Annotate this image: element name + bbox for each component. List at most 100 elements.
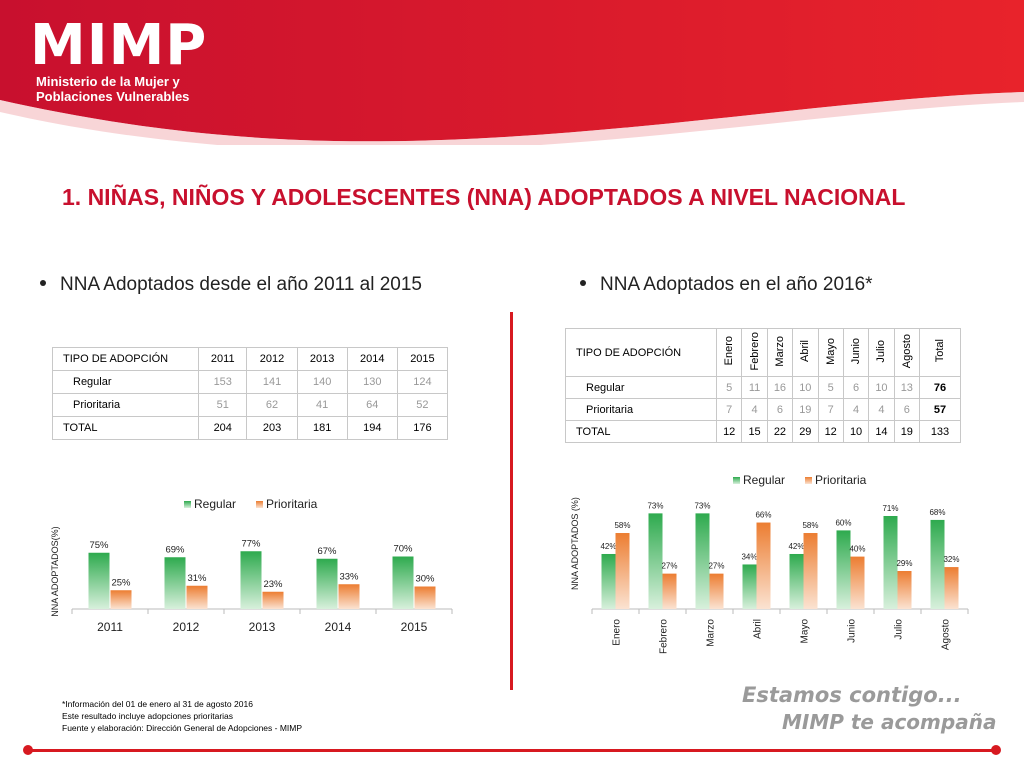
legend-label-regular: Regular [743,473,785,487]
table-cell: 12 [817,420,844,443]
table-row: Prioritaria 7 4 6 19 7 4 4 6 57 [565,398,961,421]
x-tick-label: Enero [612,619,623,646]
data-label: 40% [849,545,865,554]
data-label: 31% [187,573,207,584]
x-tick-label: 2014 [325,620,352,634]
data-label: 66% [755,511,771,520]
x-tick-label: 2012 [173,620,200,634]
bar-regular [883,515,898,609]
table-cell: 153 [197,370,248,394]
legend-swatch-prioritaria [256,501,263,508]
bar-prioritaria [662,573,677,609]
bar-regular [392,556,414,609]
table-header-cell: Enero [715,328,743,377]
page-title: 1. NIÑAS, NIÑOS Y ADOLESCENTES (NNA) ADO… [62,184,906,210]
table-cell: 10 [842,420,870,443]
table-cell: 11 [741,376,768,399]
logo: MIMP [30,13,208,78]
table-header-cell: Marzo [766,328,794,377]
month-label: Enero [723,336,736,366]
bar-prioritaria [850,556,865,609]
data-label: 60% [835,518,851,527]
table-cell: 181 [296,416,348,440]
bar-regular [88,552,110,609]
left-bullet: NNA Adoptados desde el año 2011 al 2015 [40,274,422,296]
right-bullet: NNA Adoptados en el año 2016* [580,274,873,296]
row-label: Prioritaria [565,398,717,421]
table-cell: 140 [296,370,348,394]
table-header-cell: Junio [842,328,870,377]
footnote: *Información del 01 de enero al 31 de ag… [62,698,302,734]
data-label: 32% [943,555,959,564]
row-label: Prioritaria [52,393,199,417]
row-label: TOTAL [52,416,199,440]
table-cell: 19 [792,398,819,421]
bar-regular [240,551,262,609]
header-background [0,0,1024,145]
bar-prioritaria [756,522,771,609]
y-axis-label: NNA ADOPTADOS(%) [50,526,60,616]
table-cell: 6 [842,376,870,399]
table-cell: 19 [893,420,921,443]
table-cell: 76 [919,376,961,399]
table-cell: 12 [715,420,743,443]
data-label: 71% [882,504,898,513]
table-cell: 41 [296,393,348,417]
table-cell: 14 [868,420,895,443]
table-cell: 141 [246,370,298,394]
bar-prioritaria [262,591,284,609]
bottom-bar-dot-left [23,745,33,755]
row-label: Regular [565,376,717,399]
table-cell: 64 [346,393,398,417]
data-label: 27% [661,562,677,571]
table-cell: 5 [715,376,743,399]
table-cell: 194 [346,416,398,440]
month-label: Mayo [824,337,837,365]
table-cell: 16 [766,376,794,399]
table-cell: 4 [741,398,768,421]
table-cell: 4 [842,398,870,421]
table-row: Regular 5 11 16 10 5 6 10 13 76 [565,376,961,399]
table-2016: TIPO DE ADOPCIÓN Enero Febrero Marzo Abr… [565,328,961,443]
bottom-bar [28,749,998,752]
table-total-row: TOTAL 204 203 181 194 176 [52,416,449,440]
table-cell: 7 [817,398,844,421]
data-label: 29% [896,559,912,568]
footnote-line: Fuente y elaboración: Dirección General … [62,723,303,733]
left-bullet-text: NNA Adoptados desde el año 2011 al 2015 [60,274,422,295]
data-label: 42% [600,542,616,551]
bar-prioritaria [110,590,132,609]
table-cell: 5 [817,376,844,399]
total-label: Total [934,339,946,363]
table-header-row: TIPO DE ADOPCIÓN Enero Febrero Marzo Abr… [565,328,961,377]
footnote-line: *Información del 01 de enero al 31 de ag… [62,699,253,709]
table-cell: 13 [893,376,921,399]
data-label: 30% [415,574,435,585]
x-tick-label: 2013 [249,620,276,634]
data-label: 25% [111,577,131,588]
legend-swatch-regular [733,477,740,484]
table-header-cell: TIPO DE ADOPCIÓN [565,328,717,377]
bar-prioritaria [944,567,959,609]
table-header-cell: 2012 [246,347,298,371]
data-label: 70% [393,544,413,555]
table-cell: 51 [197,393,248,417]
x-tick-label: Junio [847,619,858,643]
right-bullet-text: NNA Adoptados en el año 2016* [600,274,873,295]
bar-prioritaria [338,584,360,609]
bar-regular [742,564,757,609]
data-label: 69% [165,544,185,555]
bullet-dot [580,279,586,286]
table-cell: 204 [197,416,248,440]
x-tick-label: 2011 [97,620,123,634]
bar-regular [164,557,186,609]
x-tick-label: Agosto [941,619,952,651]
legend-label-prioritaria: Prioritaria [815,473,867,487]
slogan-line-2: MIMP te acompaña [782,710,997,734]
table-cell: 57 [919,398,961,421]
bullet-dot [40,279,46,286]
legend-label-regular: Regular [194,497,236,511]
table-header-cell: Mayo [817,328,844,377]
data-label: 58% [802,521,818,530]
data-label: 68% [929,508,945,517]
